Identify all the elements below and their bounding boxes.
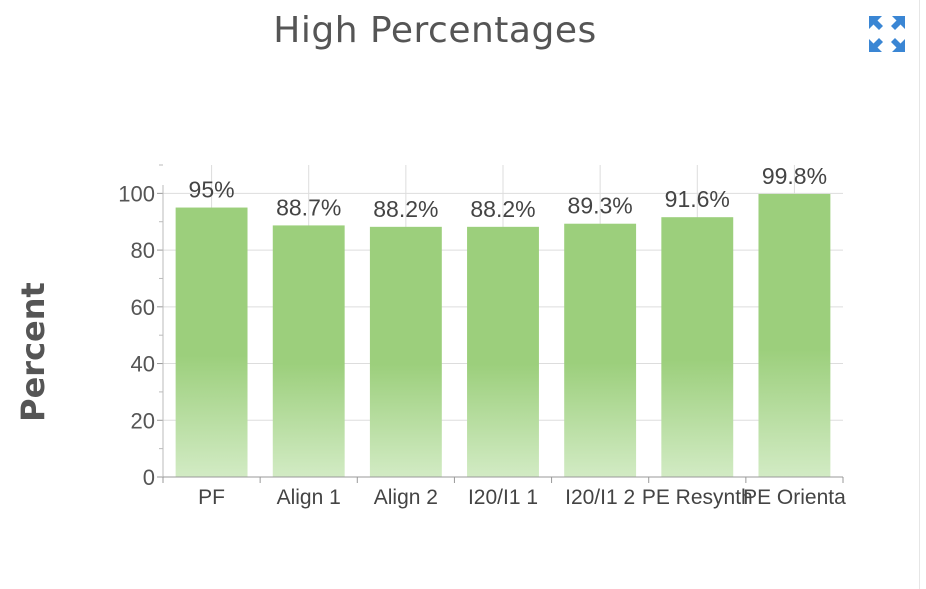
y-axis-label: Percent	[14, 282, 52, 422]
x-tick-label: PE Orienta	[743, 486, 846, 509]
bar[interactable]	[272, 225, 345, 477]
x-tick-label: Align 2	[374, 486, 438, 509]
chart-title: High Percentages	[273, 10, 597, 51]
x-tick-label: PF	[198, 486, 225, 509]
y-tick-label: 0	[143, 465, 155, 490]
bar[interactable]	[467, 226, 539, 477]
bars	[175, 193, 831, 477]
axes: 0 20 40 60 80 100 PF Align 1 Align 2 I20/I1 1 I20/…	[118, 164, 846, 509]
y-tick-label: 100	[118, 181, 155, 206]
data-label: 88.2%	[470, 196, 535, 222]
bar[interactable]	[758, 193, 831, 477]
x-tick-label: I20/I1 2	[565, 486, 635, 509]
data-label: 88.2%	[373, 196, 438, 222]
x-tick-label: Align 1	[277, 486, 341, 509]
data-label: 95%	[189, 177, 235, 203]
data-label: 99.8%	[762, 163, 827, 189]
bar[interactable]	[564, 223, 637, 477]
y-tick-label: 40	[131, 352, 155, 377]
expand-arrows-icon	[869, 16, 905, 52]
data-label: 89.3%	[568, 193, 633, 219]
y-tick-label: 20	[131, 408, 155, 433]
data-label: 91.6%	[665, 186, 730, 212]
data-labels: 95% 88.7% 88.2% 88.2% 89.3% 91.6% 99.8%	[189, 163, 827, 222]
data-label: 88.7%	[276, 194, 341, 220]
bar[interactable]	[175, 207, 248, 477]
expand-button[interactable]	[867, 14, 907, 54]
bar[interactable]	[369, 226, 442, 477]
bar[interactable]	[661, 217, 734, 477]
y-tick-label: 80	[131, 238, 155, 263]
x-tick-label: I20/I1 1	[468, 486, 538, 509]
y-tick-label: 60	[131, 295, 155, 320]
x-tick-label: PE Resynth	[642, 486, 753, 509]
